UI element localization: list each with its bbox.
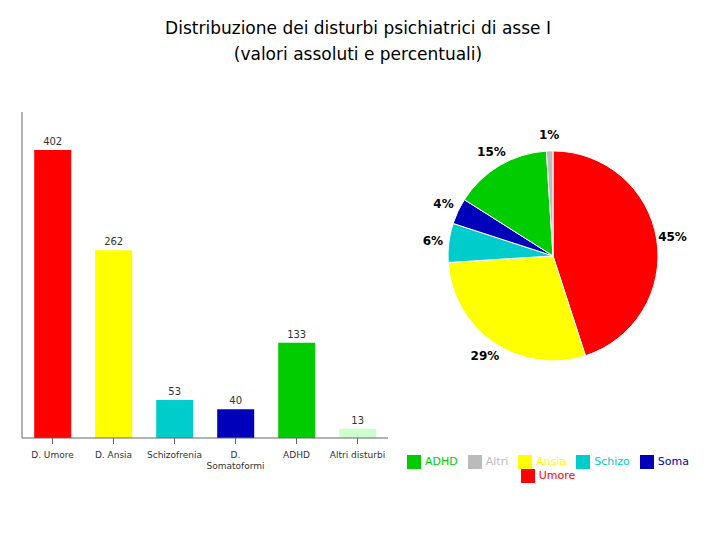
svg-text:D. Umore: D. Umore <box>31 450 74 460</box>
html-text:Altri: Altri <box>485 455 509 468</box>
svg-text:40: 40 <box>229 395 242 406</box>
html-text:Schizo: Schizo <box>594 455 630 468</box>
svg-text:ADHD: ADHD <box>283 450 310 460</box>
svg-text:4%: 4% <box>433 197 453 211</box>
svg-text:29%: 29% <box>471 349 500 363</box>
svg-text:262: 262 <box>104 236 123 247</box>
html-text:Distribuzione dei disturbi psi: Distribuzione dei disturbi psichiatrici … <box>165 18 551 38</box>
svg-text:1%: 1% <box>539 128 559 142</box>
svg-text:D.Somatoformi: D.Somatoformi <box>206 450 264 471</box>
svg-text:D. Ansia: D. Ansia <box>95 450 132 460</box>
svg-text:402: 402 <box>43 136 62 147</box>
svg-text:15%: 15% <box>477 145 506 159</box>
html-text:Umore: Umore <box>538 469 576 482</box>
svg-text:13: 13 <box>351 415 364 426</box>
svg-text:Altri disturbi: Altri disturbi <box>330 450 385 460</box>
html-text:Ansia: Ansia <box>536 455 567 468</box>
svg-text:Schizofrenia: Schizofrenia <box>147 450 202 460</box>
svg-text:53: 53 <box>168 386 181 397</box>
svg-text:45%: 45% <box>658 230 687 244</box>
html-text:ADHD: ADHD <box>425 455 458 468</box>
svg-text:6%: 6% <box>423 234 443 248</box>
svg-text:133: 133 <box>287 329 306 340</box>
html-text:(valori assoluti e percentuali: (valori assoluti e percentuali) <box>233 44 483 64</box>
html-text:Soma: Soma <box>657 455 689 468</box>
